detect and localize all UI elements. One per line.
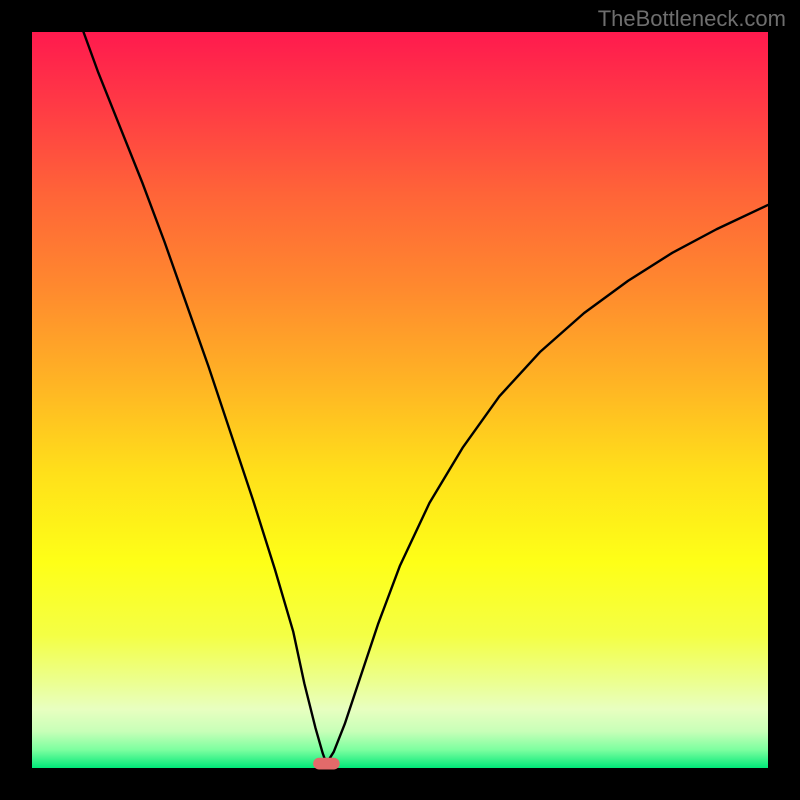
bottleneck-chart (0, 0, 800, 800)
chart-svg (0, 0, 800, 800)
watermark-text: TheBottleneck.com (598, 6, 786, 32)
